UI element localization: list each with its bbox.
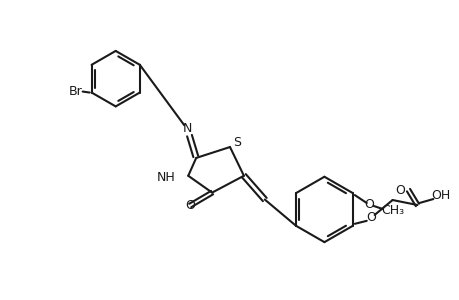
Text: O: O xyxy=(363,199,373,212)
Text: Br: Br xyxy=(69,85,82,98)
Text: O: O xyxy=(185,199,195,212)
Text: NH: NH xyxy=(156,171,175,184)
Text: CH₃: CH₃ xyxy=(380,204,403,218)
Text: OH: OH xyxy=(431,189,450,202)
Text: S: S xyxy=(232,136,241,148)
Text: O: O xyxy=(395,184,404,196)
Text: N: N xyxy=(182,122,191,135)
Text: O: O xyxy=(365,212,375,224)
